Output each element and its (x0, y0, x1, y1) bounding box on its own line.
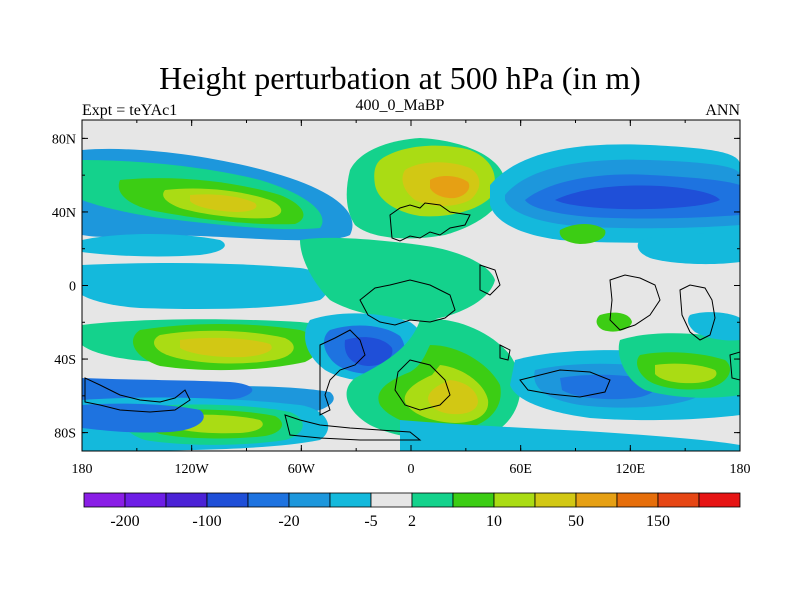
colorbar-swatch (616, 492, 659, 508)
experiment-label: Expt = teYAc1 (82, 102, 178, 119)
contour-region (82, 360, 253, 407)
colorbar-label: -20 (278, 513, 299, 530)
contour-region (180, 337, 272, 358)
coastline-layer (84, 202, 740, 441)
x-tick-label: 0 (408, 462, 415, 477)
colorbar-label: 10 (486, 513, 502, 530)
colorbar-label: -200 (110, 513, 139, 530)
y-tick-label: 80S (54, 427, 76, 442)
colorbar-swatch (288, 492, 331, 508)
landmass-outline (84, 377, 191, 413)
y-tick-label: 40N (52, 206, 76, 221)
x-tick-label: 120W (175, 462, 210, 477)
colorbar-swatch (452, 492, 495, 508)
contour-region (428, 380, 478, 415)
y-tick-label: 0 (69, 280, 76, 295)
landmass-outline (359, 279, 456, 326)
contour-region (82, 234, 225, 257)
colorbar-swatch (698, 492, 741, 508)
colorbar-swatch (206, 492, 249, 508)
colorbar-label: -100 (192, 513, 221, 530)
colorbar-swatch (493, 492, 536, 508)
x-tick-label: 180 (730, 462, 751, 477)
landmass-outline (729, 351, 740, 381)
colorbar-swatch (83, 492, 126, 508)
contour-region (430, 176, 470, 199)
x-tick-label: 60E (509, 462, 532, 477)
contour-region (82, 263, 329, 310)
contour-region (596, 312, 632, 332)
landmass-outline (679, 284, 716, 341)
contour-region (559, 224, 606, 244)
colorbar-label: 50 (568, 513, 584, 530)
x-tick-label: 180 (72, 462, 93, 477)
landmass-outline (479, 264, 501, 296)
colorbar-swatch (411, 492, 454, 508)
landmass-outline (499, 344, 511, 361)
contour-region (344, 337, 393, 366)
contour-region (190, 194, 257, 212)
colorbar-swatch (575, 492, 618, 508)
contour-region (300, 237, 495, 321)
colorbar-label: 150 (646, 513, 670, 530)
y-tick-label: 40S (54, 353, 76, 368)
landmass-outline (394, 359, 451, 411)
colorbar-swatch (165, 492, 208, 508)
x-tick-label: 60W (288, 462, 316, 477)
colorbar-swatch (329, 492, 372, 508)
colorbar-swatch (124, 492, 167, 508)
colorbar-swatch (247, 492, 290, 508)
colorbar: -200 -100 -20 -5 2 10 50 150 (83, 492, 741, 530)
season-label: ANN (705, 102, 740, 119)
y-tick-label: 80N (52, 132, 76, 147)
landmass-outline (284, 414, 422, 441)
contour-region (400, 420, 740, 451)
contour-region (82, 403, 204, 433)
colorbar-label: -5 (364, 513, 377, 530)
contour-region (687, 312, 740, 341)
contour-region (655, 363, 717, 384)
landmass-outline (389, 202, 471, 242)
chart-title: Height perturbation at 500 hPa (in m) (159, 60, 641, 96)
colorbar-label: 2 (408, 513, 416, 530)
axis-ticks: 180 120W 60W 0 60E 120E 180 80N 40N 0 40S 80S (52, 120, 751, 477)
contour-layer (82, 138, 740, 451)
x-tick-label: 120E (616, 462, 646, 477)
contour-region (560, 374, 656, 400)
colorbar-swatch (370, 492, 413, 508)
colorbar-swatch (657, 492, 700, 508)
time-label: 400_0_MaBP (355, 97, 445, 114)
colorbar-swatch (534, 492, 577, 508)
landmass-outline (519, 369, 611, 398)
contour-region (555, 185, 720, 210)
contour-region (637, 233, 740, 265)
landmass-outline (609, 274, 661, 331)
landmass-outline (319, 329, 366, 416)
